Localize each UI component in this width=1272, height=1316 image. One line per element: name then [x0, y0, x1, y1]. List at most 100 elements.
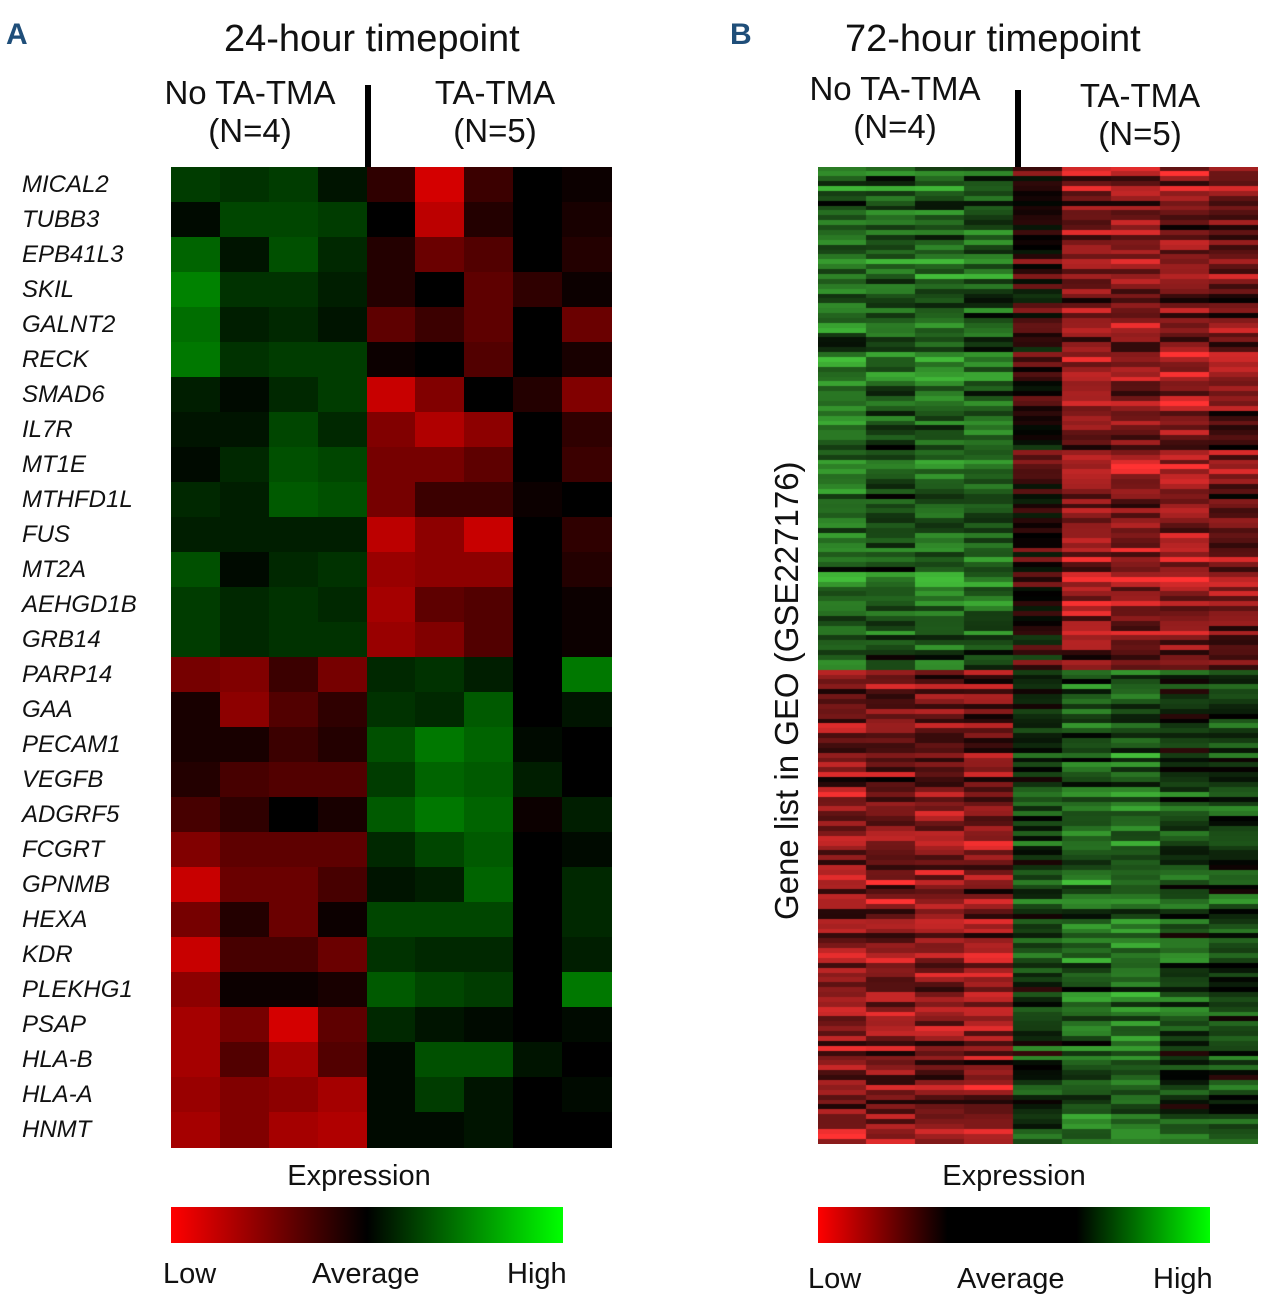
panel-a-group-right-name: TA-TMA: [434, 74, 556, 111]
heatmap-cell: [171, 307, 221, 343]
heatmap-cell: [464, 272, 514, 308]
heatmap-cell: [464, 307, 514, 343]
panel-b-group-right: TA-TMA (N=5): [1045, 77, 1235, 153]
heatmap-cell: [415, 1042, 465, 1078]
heatmap-cell: [464, 447, 514, 483]
panel-a-gene-labels: MICAL2 TUBB3 EPB41L3 SKIL GALNT2 RECK SM…: [22, 167, 172, 1147]
heatmap-cell: [219, 902, 270, 938]
heatmap-cell: [366, 237, 417, 273]
heatmap-72h: [818, 167, 1258, 1144]
heatmap-cell: [366, 167, 417, 203]
gene-label: PARP14: [22, 661, 113, 688]
gene-label: MT2A: [22, 556, 87, 583]
gene-label: ADGRF5: [22, 801, 120, 828]
heatmap-cell: [562, 1112, 612, 1148]
heatmap-cell: [366, 1077, 417, 1113]
heatmap-72h-canvas: [818, 167, 1258, 1144]
panel-a-legend-low: Low: [163, 1258, 217, 1290]
heatmap-cell: [317, 902, 368, 938]
heatmap-cell: [366, 1042, 417, 1078]
heatmap-cell: [268, 482, 319, 518]
gene-label: TUBB3: [22, 206, 100, 233]
heatmap-cell: [171, 1112, 221, 1148]
heatmap-cell: [513, 517, 563, 553]
panel-b-title: 72-hour timepoint: [845, 18, 1141, 60]
heatmap-cell: [366, 482, 417, 518]
panel-b-group-right-n: (N=5): [1098, 115, 1182, 152]
heatmap-cell: [366, 867, 417, 903]
heatmap-cell: [317, 937, 368, 973]
heatmap-cell: [366, 657, 417, 693]
heatmap-cell: [513, 622, 563, 658]
gene-label: GRB14: [22, 626, 101, 653]
heatmap-cell: [415, 1077, 465, 1113]
heatmap-cell: [268, 272, 319, 308]
heatmap-cell: [317, 377, 368, 413]
gene-label: EPB41L3: [22, 241, 124, 268]
gene-label: FCGRT: [22, 836, 105, 863]
panel-b-group-left-name: No TA-TMA: [809, 70, 981, 107]
heatmap-cell: [268, 517, 319, 553]
heatmap-cell: [366, 762, 417, 798]
heatmap-cell: [513, 1007, 563, 1043]
heatmap-cell: [268, 587, 319, 623]
heatmap-cell: [464, 657, 514, 693]
heatmap-cell: [464, 797, 514, 833]
panel-a-title: 24-hour timepoint: [224, 18, 520, 60]
heatmap-cell: [415, 482, 465, 518]
heatmap-cell: [171, 1077, 221, 1113]
heatmap-cell: [415, 762, 465, 798]
heatmap-cell: [268, 1007, 319, 1043]
heatmap-cell: [317, 867, 368, 903]
heatmap-cell: [513, 272, 563, 308]
heatmap-cell: [366, 342, 417, 378]
heatmap-cell: [415, 657, 465, 693]
heatmap-cell: [317, 657, 368, 693]
heatmap-cell: [415, 867, 465, 903]
heatmap-cell: [464, 1077, 514, 1113]
heatmap-cell: [171, 412, 221, 448]
heatmap-cell: [268, 202, 319, 238]
heatmap-cell: [317, 832, 368, 868]
heatmap-cell: [219, 1042, 270, 1078]
heatmap-cell: [366, 1112, 417, 1148]
heatmap-cell: [464, 727, 514, 763]
heatmap-cell: [562, 552, 612, 588]
heatmap-cell: [464, 622, 514, 658]
heatmap-cell: [562, 1042, 612, 1078]
heatmap-cell: [562, 517, 612, 553]
heatmap-cell: [513, 692, 563, 728]
heatmap-cell: [562, 307, 612, 343]
panel-a-colorbar: [171, 1207, 563, 1243]
panel-a-group-divider: [365, 85, 371, 170]
heatmap-cell: [317, 237, 368, 273]
heatmap-cell: [415, 202, 465, 238]
heatmap-cell: [415, 727, 465, 763]
heatmap-cell: [219, 342, 270, 378]
heatmap-cell: [415, 517, 465, 553]
heatmap-cell: [219, 377, 270, 413]
gene-label: MTHFD1L: [22, 486, 133, 513]
heatmap-cell: [562, 412, 612, 448]
heatmap-cell: [268, 1077, 319, 1113]
heatmap-cell: [171, 552, 221, 588]
heatmap-cell: [317, 447, 368, 483]
heatmap-cell: [513, 972, 563, 1008]
panel-b-colorbar-gradient: [818, 1207, 1210, 1243]
heatmap-cell: [513, 937, 563, 973]
heatmap-cell: [219, 482, 270, 518]
heatmap-cell: [562, 587, 612, 623]
heatmap-cell: [219, 622, 270, 658]
heatmap-cell: [366, 307, 417, 343]
heatmap-cell: [513, 342, 563, 378]
heatmap-cell: [171, 377, 221, 413]
heatmap-cell: [171, 587, 221, 623]
heatmap-cell: [268, 307, 319, 343]
heatmap-cell: [464, 412, 514, 448]
heatmap-cell: [366, 447, 417, 483]
panel-a-colorbar-gradient: [171, 1207, 563, 1243]
heatmap-cell: [415, 167, 465, 203]
heatmap-cell: [562, 202, 612, 238]
heatmap-cell: [366, 972, 417, 1008]
gene-label: PECAM1: [22, 731, 121, 758]
